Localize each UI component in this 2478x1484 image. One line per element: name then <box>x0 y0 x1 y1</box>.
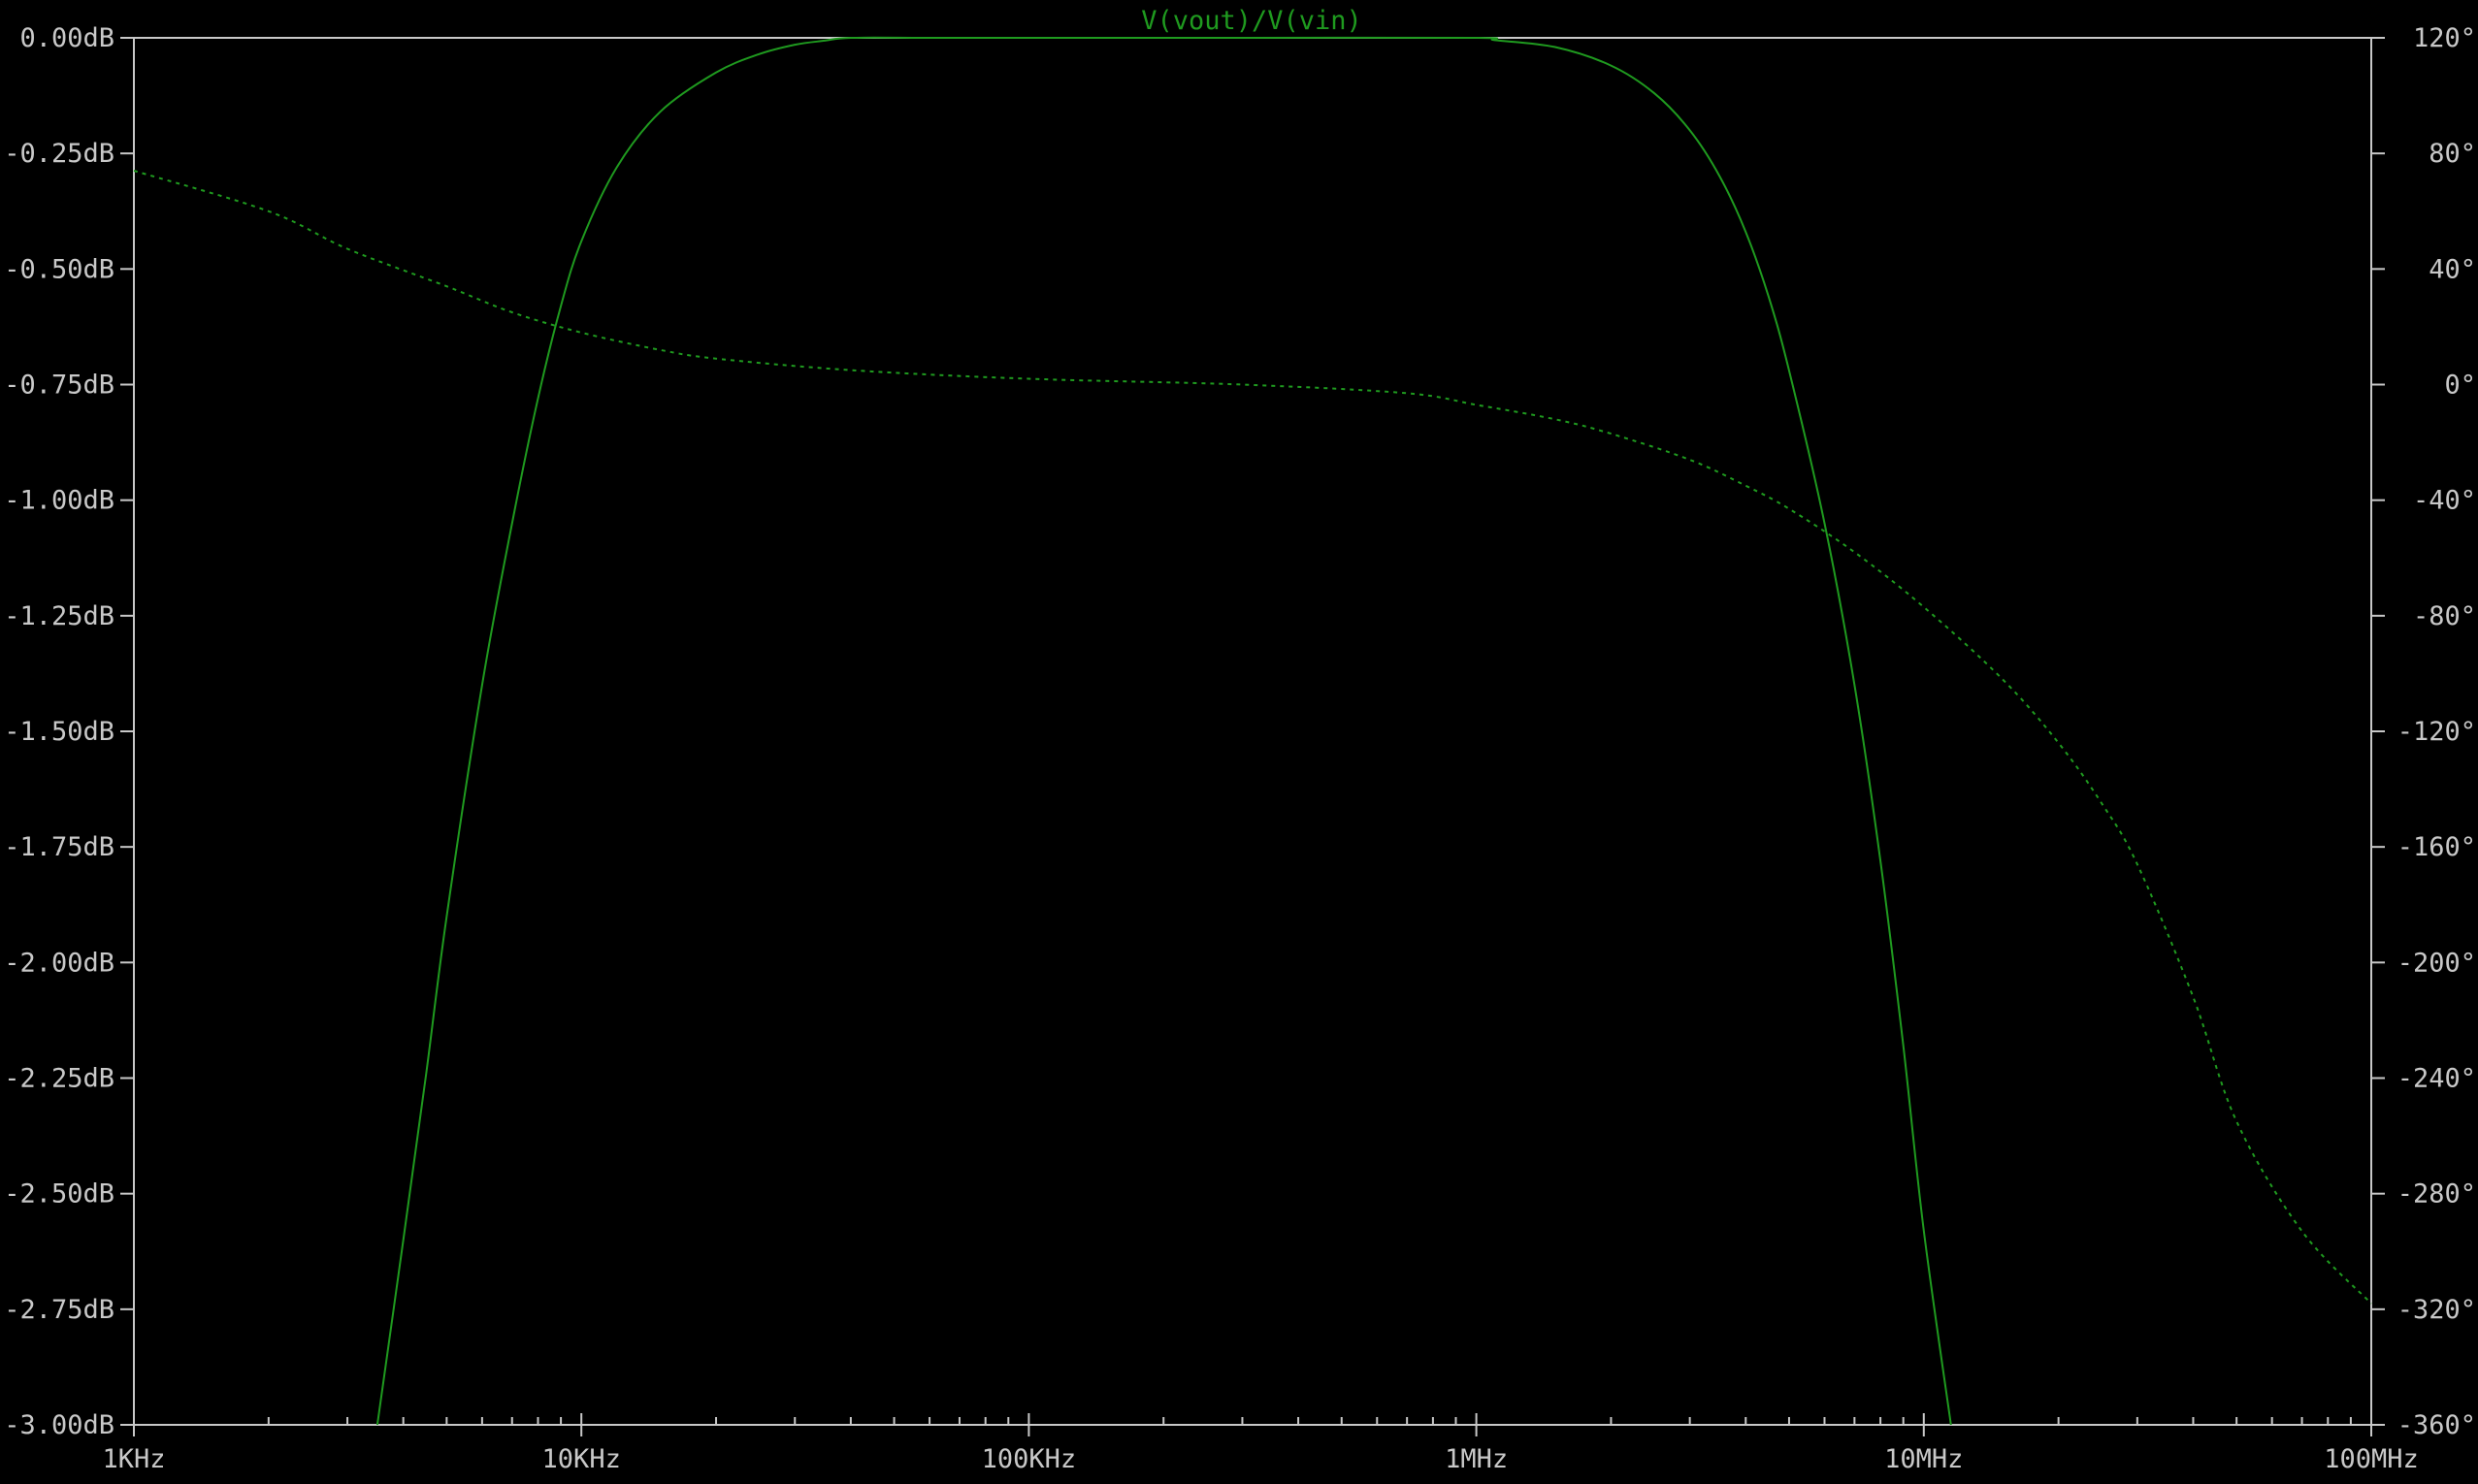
right-y-tick-label: -40° <box>2413 486 2476 516</box>
right-y-tick-label: -160° <box>2397 832 2476 862</box>
right-y-tick-label: -320° <box>2397 1295 2476 1325</box>
left-y-tick-label: -1.00dB <box>4 486 114 516</box>
left-y-tick-label: -2.75dB <box>4 1295 114 1325</box>
x-tick-label: 100KHz <box>982 1444 1077 1474</box>
x-tick-label: 1MHz <box>1445 1444 1508 1474</box>
right-y-tick-label: 0° <box>2444 371 2476 401</box>
magnitude-trace[interactable] <box>375 36 1952 1426</box>
left-y-tick-label: -0.50dB <box>4 254 114 284</box>
right-y-tick-label: -360° <box>2397 1410 2476 1440</box>
left-y-tick-label: -0.25dB <box>4 139 114 169</box>
right-y-tick-label: -120° <box>2397 717 2476 747</box>
left-y-tick-label: 0.00dB <box>19 23 114 53</box>
right-y-tick-label: -280° <box>2397 1179 2476 1210</box>
trace-title[interactable]: V(vout)/V(vin) <box>1141 6 1362 36</box>
right-y-tick-label: 80° <box>2429 139 2476 169</box>
right-y-tick-label: 120° <box>2413 23 2476 53</box>
x-tick-label: 10KHz <box>542 1444 621 1474</box>
right-y-tick-label: -200° <box>2397 948 2476 978</box>
x-tick-label: 10MHz <box>1884 1444 1963 1474</box>
traces <box>133 36 2372 1426</box>
left-y-tick-label: -2.00dB <box>4 948 114 978</box>
right-y-axis-ticks: 120° 80° 40° 0° -40° -80° -120° -160° -200° -240°… <box>2371 23 2476 1440</box>
left-y-tick-label: -2.25dB <box>4 1064 114 1094</box>
right-y-tick-label: -80° <box>2413 601 2476 631</box>
right-y-tick-label: -240° <box>2397 1064 2476 1094</box>
left-y-tick-label: -1.75dB <box>4 832 114 862</box>
x-tick-label: 1KHz <box>102 1444 165 1474</box>
left-y-axis-ticks: 0.00dB -0.25dB -0.50dB -0.75dB -1.00dB -1.25d… <box>4 23 134 1440</box>
right-y-tick-label: 40° <box>2429 254 2476 284</box>
left-y-tick-label: -3.00dB <box>4 1410 114 1440</box>
left-y-tick-label: -1.25dB <box>4 601 114 631</box>
left-y-tick-label: -0.75dB <box>4 371 114 401</box>
x-axis-ticks: 1KHz 10KHz 100KHz 1MHz 10MHz 100MHz <box>102 1413 2419 1474</box>
x-tick-label: 100MHz <box>2324 1444 2419 1474</box>
left-y-tick-label: -1.50dB <box>4 717 114 747</box>
phase-trace[interactable] <box>133 170 2372 1305</box>
left-y-tick-label: -2.50dB <box>4 1179 114 1210</box>
